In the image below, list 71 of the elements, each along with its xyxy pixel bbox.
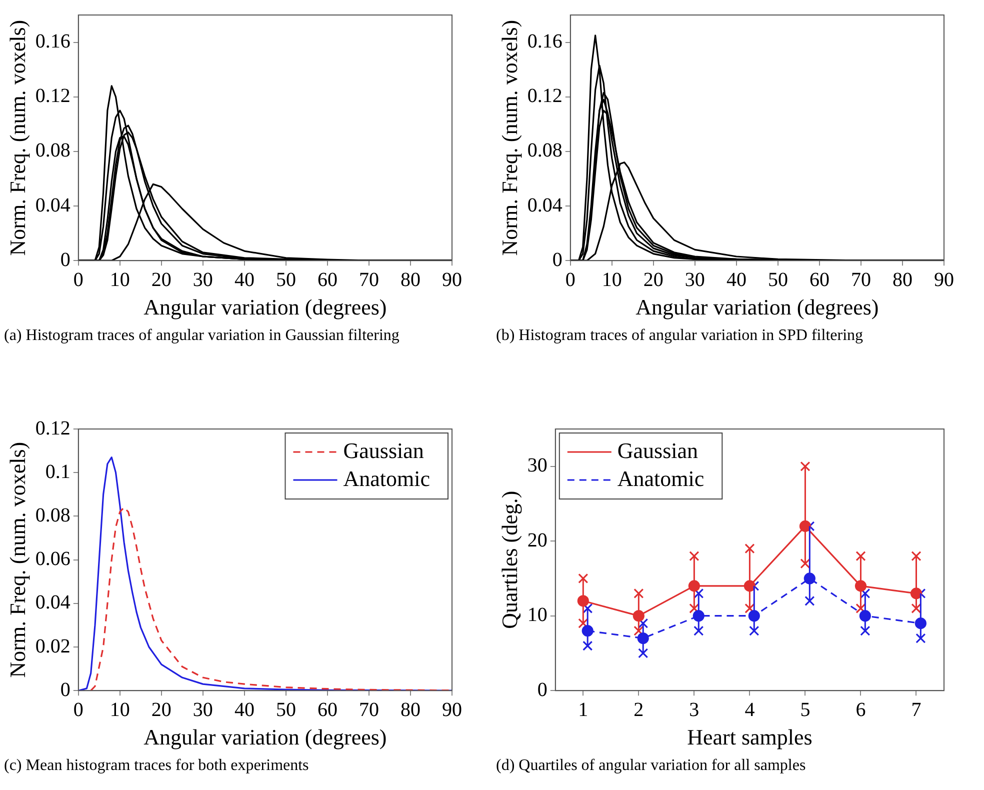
x-axis-title: Angular variation (degrees) (144, 724, 387, 750)
x-tick-label: 5 (800, 698, 810, 721)
x-tick-label: 80 (892, 268, 912, 291)
x-tick-label: 60 (317, 268, 338, 291)
x-tick-label: 6 (856, 698, 866, 721)
x-tick-label: 10 (602, 268, 622, 291)
y-tick-label: 20 (527, 529, 548, 552)
x-tick-label: 90 (934, 268, 954, 291)
y-tick-label: 0.04 (35, 194, 70, 216)
x-axis-title: Angular variation (degrees) (144, 294, 387, 320)
x-tick-label: 7 (911, 698, 922, 721)
y-tick-label: 0.02 (35, 635, 70, 658)
y-tick-label: 10 (527, 604, 548, 626)
x-tick-label: 50 (768, 268, 788, 291)
x-tick-label: 30 (684, 268, 705, 291)
x-tick-label: 70 (358, 698, 379, 721)
y-tick-label: 0 (60, 678, 70, 701)
x-tick-label: 50 (276, 698, 296, 721)
x-tick-label: 20 (151, 268, 172, 291)
x-tick-label: 30 (192, 698, 213, 721)
x-tick-label: 30 (192, 268, 213, 291)
x-tick-label: 60 (809, 268, 830, 291)
y-axis-title: Quartiles (deg.) (496, 490, 522, 629)
text: (a) Histogram traces of angular variation in Gaussian filtering (3, 326, 400, 346)
text: (d) Quartiles of angular variation for all samples (495, 756, 807, 776)
text: (b) Histogram traces of angular variation in SPD filtering (495, 326, 864, 346)
y-tick-label: 0.04 (527, 194, 562, 216)
x-tick-label: 10 (110, 268, 130, 291)
y-tick-label: 0.12 (527, 85, 562, 108)
y-axis-title: Norm. Freq. (num. voxels) (4, 442, 30, 678)
y-tick-label: 0 (537, 678, 548, 701)
legend-label: Gaussian (617, 438, 698, 463)
x-tick-label: 40 (726, 268, 746, 291)
y-tick-label: 0.12 (35, 417, 70, 440)
y-tick-label: 0.08 (527, 140, 562, 162)
x-tick-label: 80 (400, 268, 420, 291)
x-tick-label: 60 (317, 698, 338, 721)
y-tick-label: 0.16 (527, 30, 562, 53)
x-tick-label: 70 (850, 268, 871, 291)
y-axis-title: Norm. Freq. (num. voxels) (4, 20, 30, 256)
text: (c) Mean histogram traces for both experiments (3, 756, 310, 776)
y-tick-label: 0.08 (35, 140, 70, 162)
x-axis-title: Heart samples (687, 724, 812, 750)
x-tick-label: 40 (234, 698, 254, 721)
x-axis-title: Angular variation (degrees) (636, 294, 879, 320)
x-tick-label: 80 (400, 698, 420, 721)
x-tick-label: 70 (358, 268, 379, 291)
x-tick-label: 4 (744, 698, 755, 721)
x-tick-label: 40 (234, 268, 254, 291)
y-tick-label: 0.08 (35, 504, 70, 526)
x-tick-label: 90 (442, 698, 462, 721)
legend-label: Anatomic (617, 466, 704, 491)
x-tick-label: 3 (689, 698, 700, 721)
y-tick-label: 0.16 (35, 30, 70, 53)
y-tick-label: 0.12 (35, 85, 70, 108)
y-tick-label: 0.06 (35, 548, 70, 570)
legend-label: Gaussian (343, 438, 424, 463)
y-axis-title: Norm. Freq. (num. voxels) (496, 20, 522, 256)
x-tick-label: 20 (151, 698, 172, 721)
legend-label: Anatomic (343, 466, 430, 491)
y-tick-label: 0.1 (45, 460, 70, 483)
x-tick-label: 2 (634, 698, 644, 721)
x-tick-label: 1 (578, 698, 588, 721)
y-tick-label: 0 (60, 248, 70, 271)
y-tick-label: 0 (552, 248, 562, 271)
x-tick-label: 90 (442, 268, 462, 291)
x-tick-label: 10 (110, 698, 130, 721)
x-tick-label: 50 (276, 268, 296, 291)
x-tick-label: 20 (643, 268, 664, 291)
y-tick-label: 0.04 (35, 592, 70, 614)
y-tick-label: 30 (527, 454, 548, 477)
